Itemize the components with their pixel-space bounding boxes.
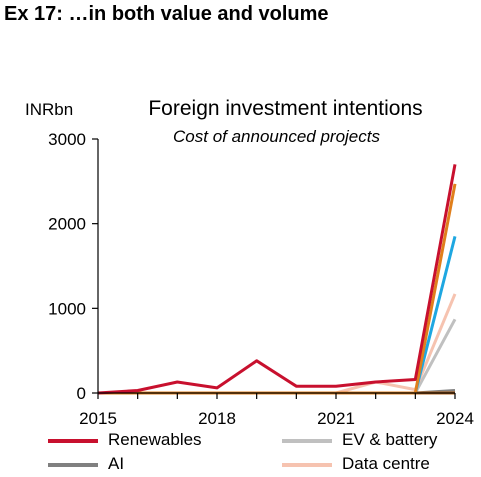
- y-tick-label: 2000: [48, 215, 86, 234]
- legend-label-renewables: Renewables: [108, 430, 202, 449]
- exhibit-title: Ex 17: …in both value and volume: [4, 3, 329, 25]
- legend-item-renewables: Renewables: [48, 430, 248, 452]
- legend-swatch-data-centre: [282, 463, 332, 467]
- series-line-ev-battery: [98, 318, 457, 395]
- legend-swatch-ai: [48, 463, 98, 467]
- x-tick-label: 2024: [436, 409, 474, 428]
- legend-swatch-ev-battery: [282, 439, 332, 443]
- legend-label-ev-battery: EV & battery: [342, 430, 438, 449]
- x-tick-label: 2018: [198, 409, 236, 428]
- x-tick-label: 2015: [79, 409, 117, 428]
- legend-item-ev-battery: EV & battery: [282, 430, 472, 452]
- chart-subtitle: Cost of announced projects: [173, 127, 380, 146]
- chart-title: Foreign investment intentions: [148, 97, 423, 120]
- legend-label-data-centre: Data centre: [342, 454, 430, 473]
- series-line-renewables: [97, 164, 457, 395]
- legend-item-ai: AI: [48, 454, 248, 476]
- y-tick-label: 0: [77, 384, 86, 403]
- y-tick-label: 3000: [48, 130, 86, 149]
- legend-swatch-renewables: [48, 439, 98, 443]
- series-line-series-orange: [98, 183, 457, 395]
- x-tick-label: 2021: [317, 409, 355, 428]
- y-axis-label: INRbn: [25, 100, 74, 119]
- axis-layer: 0 1000 2000 3000 2015 2018 2021 2024: [48, 130, 474, 428]
- y-tick-label: 1000: [48, 299, 86, 318]
- series-line-series-blue: [98, 236, 457, 395]
- series-layer: [97, 164, 457, 395]
- legend-item-data-centre: Data centre: [282, 454, 472, 476]
- series-line-data-centre: [98, 293, 457, 395]
- legend-label-ai: AI: [108, 454, 125, 473]
